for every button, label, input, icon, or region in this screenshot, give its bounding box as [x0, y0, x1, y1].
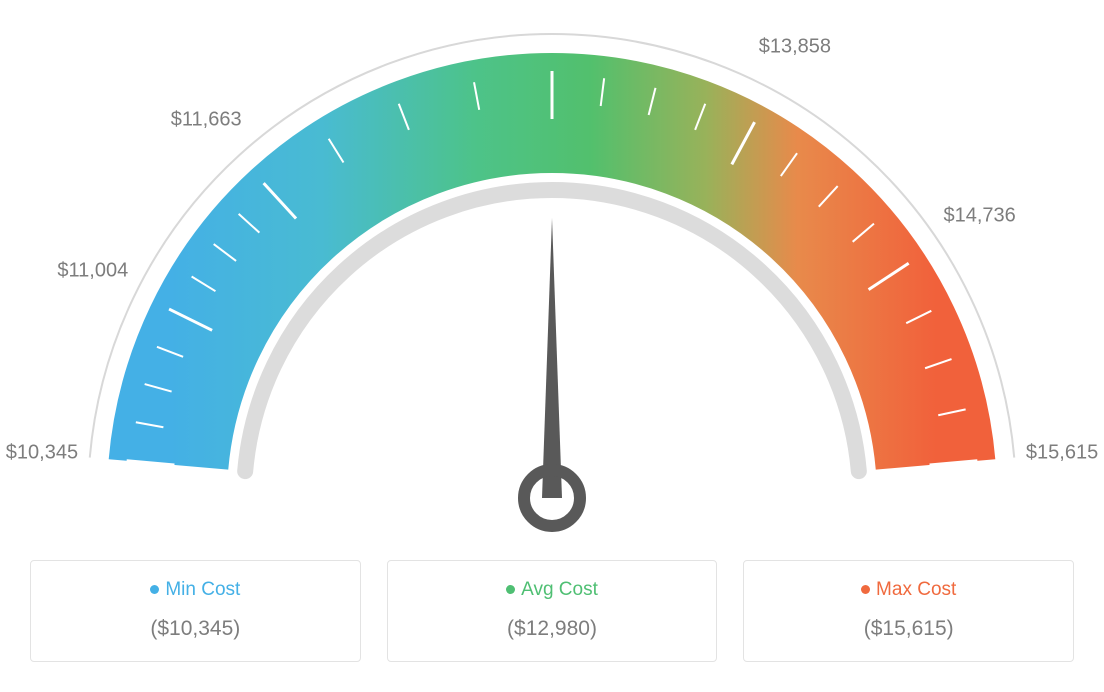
gauge-tick-label: $11,663 — [171, 109, 242, 132]
gauge-tick-label: $11,004 — [57, 260, 128, 283]
legend-value: ($15,615) — [744, 617, 1073, 641]
legend-value: ($10,345) — [31, 617, 360, 641]
legend-title: Max Cost — [744, 579, 1073, 601]
legend-label: Avg Cost — [521, 579, 598, 600]
gauge-tick-label: $13,858 — [759, 36, 831, 59]
legend-row: Min Cost ($10,345) Avg Cost ($12,980) Max Co… — [30, 560, 1074, 662]
legend-dot-icon — [861, 585, 870, 594]
legend-dot-icon — [506, 585, 515, 594]
legend-title: Min Cost — [31, 579, 360, 601]
legend-dot-icon — [150, 585, 159, 594]
legend-label: Min Cost — [165, 579, 240, 600]
legend-label: Max Cost — [876, 579, 956, 600]
gauge-tick-label: $15,615 — [1026, 442, 1098, 465]
legend-box-avg: Avg Cost ($12,980) — [387, 560, 718, 662]
cost-gauge-widget: $10,345$11,004$11,663$12,980$13,858$14,7… — [30, 30, 1074, 662]
gauge-tick-label: $14,736 — [944, 205, 1016, 228]
legend-title: Avg Cost — [388, 579, 717, 601]
gauge-area: $10,345$11,004$11,663$12,980$13,858$14,7… — [30, 30, 1074, 550]
legend-box-min: Min Cost ($10,345) — [30, 560, 361, 662]
legend-value: ($12,980) — [388, 617, 717, 641]
gauge-tick-label: $10,345 — [6, 442, 78, 465]
legend-box-max: Max Cost ($15,615) — [743, 560, 1074, 662]
